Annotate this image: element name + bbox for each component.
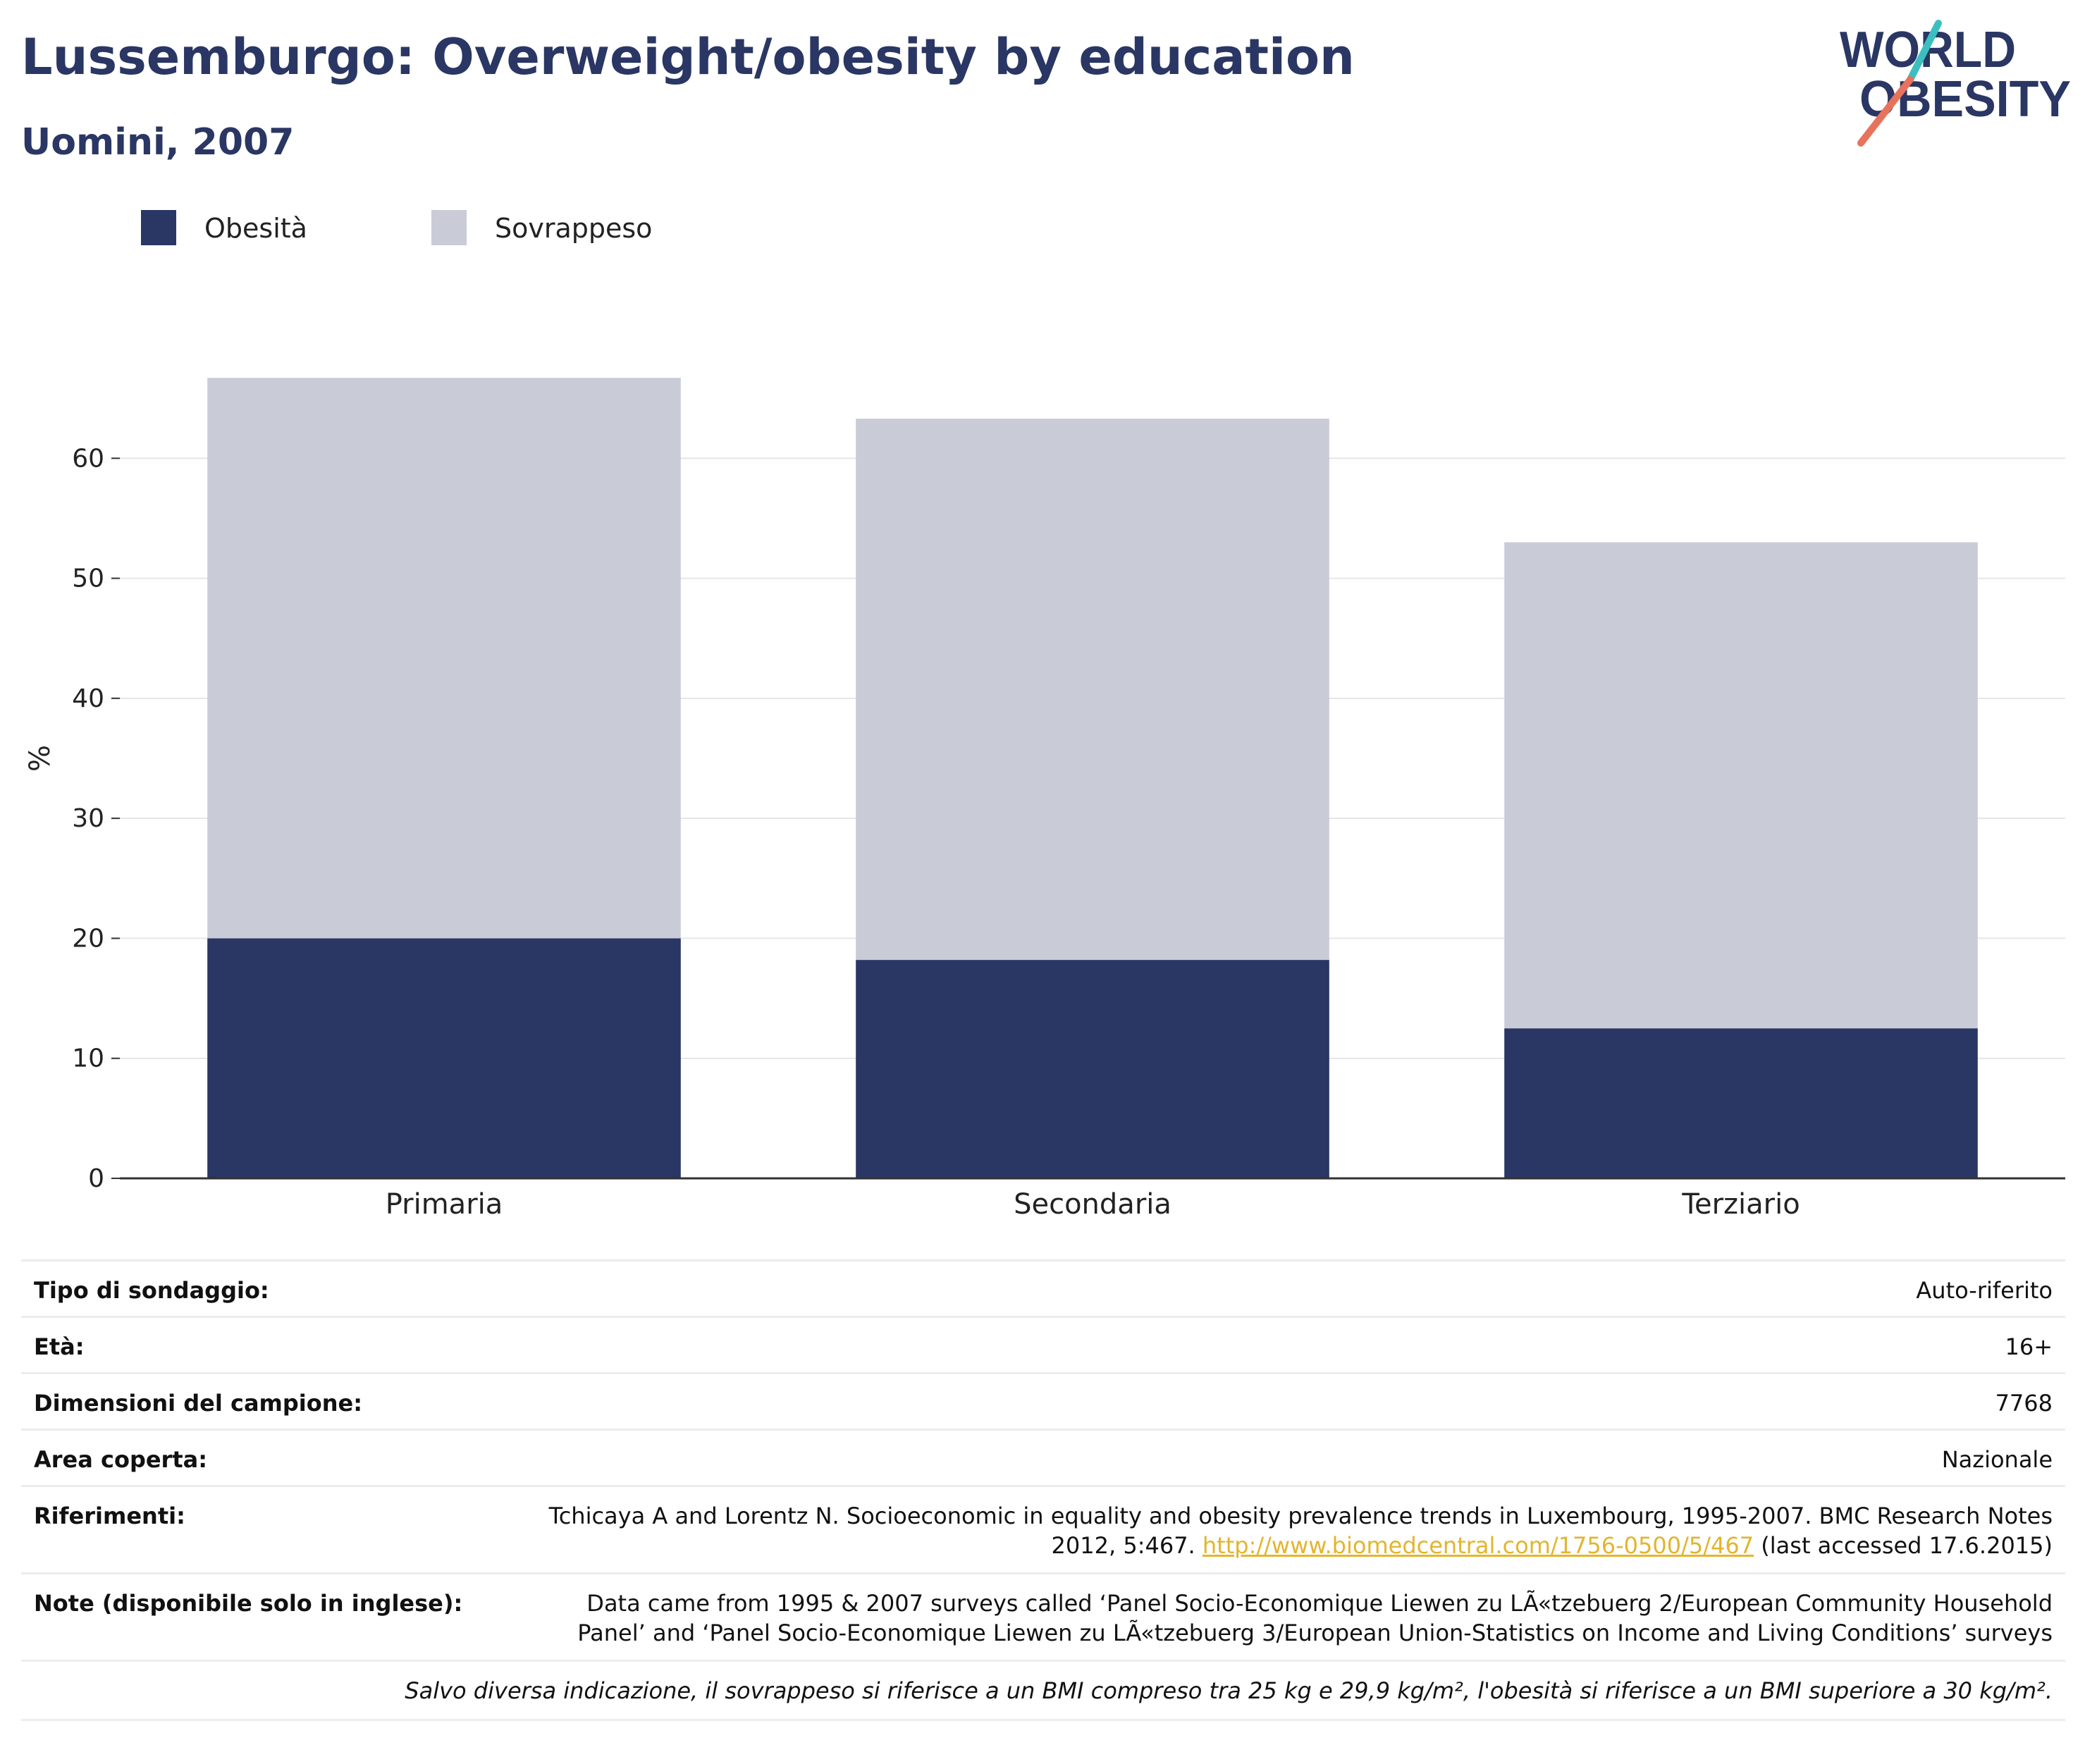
legend-label-sovrappeso: Sovrappeso <box>495 213 653 244</box>
y-axis-label: % <box>24 745 56 772</box>
info-label-sample-size: Dimensioni del campione: <box>21 1372 529 1430</box>
info-row-notes: Note (disponibile solo in inglese): Data… <box>21 1572 2065 1661</box>
bar-obesita <box>856 960 1329 1178</box>
info-value-notes: Data came from 1995 & 2007 surveys calle… <box>529 1572 2065 1661</box>
world-obesity-logo: WORLD OBESITY <box>1840 20 2071 147</box>
bmi-footnote: Salvo diversa indicazione, il sovrappeso… <box>21 1660 2065 1721</box>
info-label-notes: Note (disponibile solo in inglese): <box>21 1572 529 1661</box>
legend-swatch-sovrappeso <box>431 210 467 245</box>
references-line-1: Tchicaya A and Lorentz N. Socioeconomic … <box>548 1503 2053 1529</box>
y-tick-label: 10 <box>72 1044 104 1073</box>
references-line-2-prefix: 2012, 5:467. <box>1051 1532 1203 1559</box>
info-row-footnote: Salvo diversa indicazione, il sovrappeso… <box>21 1660 2065 1721</box>
references-link[interactable]: http://www.biomedcentral.com/1756-0500/5… <box>1202 1532 1754 1559</box>
info-value-age: 16+ <box>529 1316 2065 1374</box>
info-row-age: Età: 16+ <box>21 1316 2065 1374</box>
bar-sovrappeso <box>856 419 1329 961</box>
bar-sovrappeso <box>207 378 681 939</box>
y-tick-label: 60 <box>72 444 104 473</box>
info-row-area: Area coperta: Nazionale <box>21 1429 2065 1486</box>
legend-item-obesita: Obesità <box>141 210 437 245</box>
chart-title: Lussemburgo: Overweight/obesity by educa… <box>21 28 1355 86</box>
y-tick-label: 0 <box>88 1164 104 1193</box>
logo-slash-coral <box>1857 76 1914 147</box>
notes-line-1: Data came from 1995 & 2007 surveys calle… <box>586 1590 2053 1617</box>
info-label-area: Area coperta: <box>21 1429 529 1486</box>
chart-subtitle: Uomini, 2007 <box>21 121 295 164</box>
bar-obesita <box>1504 1028 1978 1178</box>
bar-obesita <box>207 938 681 1178</box>
survey-info-table: Tipo di sondaggio: Auto-riferito Età: 16… <box>21 1259 2065 1721</box>
info-value-references: Tchicaya A and Lorentz N. Socioeconomic … <box>529 1485 2065 1574</box>
y-tick-label: 20 <box>72 924 104 953</box>
info-row-references: Riferimenti: Tchicaya A and Lorentz N. S… <box>21 1485 2065 1574</box>
info-value-sample-size: 7768 <box>529 1372 2065 1430</box>
y-tick-label: 40 <box>72 684 104 713</box>
y-tick-label: 50 <box>72 565 104 593</box>
bar-sovrappeso <box>1504 542 1978 1029</box>
info-value-area: Nazionale <box>529 1429 2065 1486</box>
y-tick-label: 30 <box>72 804 104 833</box>
stacked-bar-chart: 0 10 20 30 40 50 60% Primaria Secondaria Terziari… <box>24 378 2065 1221</box>
legend-item-sovrappeso: Sovrappeso <box>431 210 727 245</box>
info-label-references: Riferimenti: <box>21 1485 529 1574</box>
logo-slash-teal <box>1907 20 1942 83</box>
notes-line-2: Panel’ and ‘Panel Socio-Economique Liewe… <box>577 1620 2053 1646</box>
x-tick-label: Secondaria <box>1014 1188 1171 1221</box>
info-label-age: Età: <box>21 1316 529 1374</box>
x-tick-label: Terziario <box>1681 1188 1800 1221</box>
info-row-sample-size: Dimensioni del campione: 7768 <box>21 1372 2065 1430</box>
info-label-survey-type: Tipo di sondaggio: <box>21 1259 529 1317</box>
info-value-survey-type: Auto-riferito <box>529 1259 2065 1317</box>
references-line-2-suffix: (last accessed 17.6.2015) <box>1754 1532 2053 1559</box>
x-tick-label: Primaria <box>386 1188 503 1221</box>
legend-swatch-obesita <box>141 210 176 245</box>
legend-label-obesita: Obesità <box>204 213 307 244</box>
info-row-survey-type: Tipo di sondaggio: Auto-riferito <box>21 1259 2065 1317</box>
